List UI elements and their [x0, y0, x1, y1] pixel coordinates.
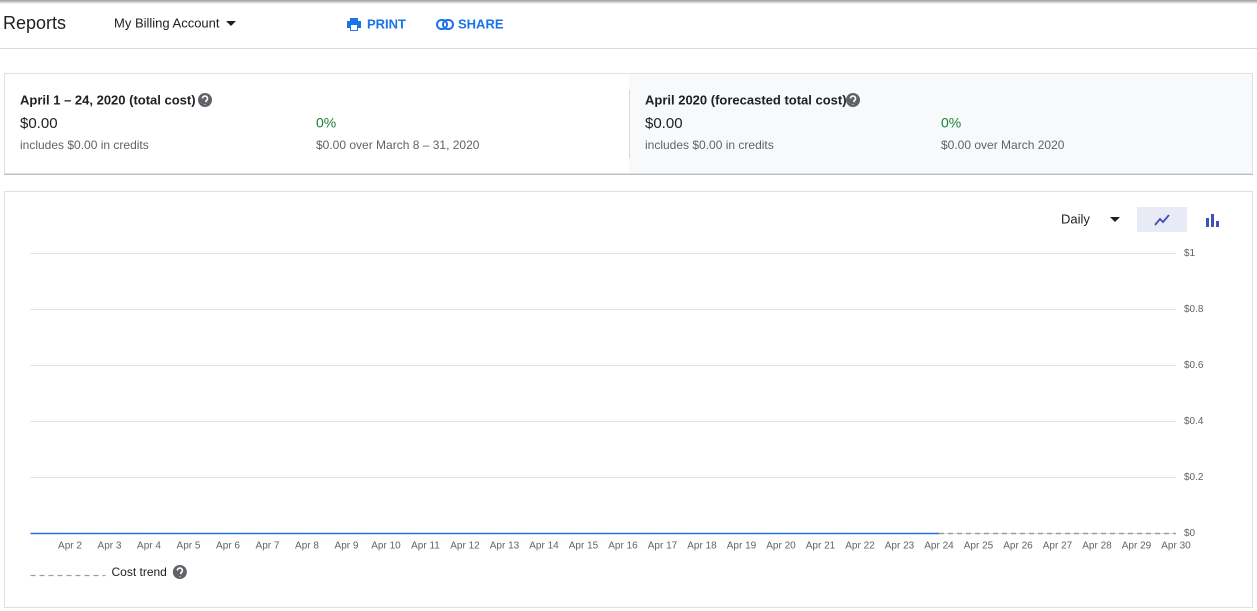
- print-button[interactable]: PRINT: [347, 16, 406, 31]
- x-tick-label: Apr 25: [964, 541, 994, 552]
- share-label[interactable]: SHARE: [458, 16, 504, 31]
- account-name[interactable]: My Billing Account: [114, 15, 220, 30]
- y-tick-label: $0.6: [1184, 360, 1204, 371]
- line-view-icon[interactable]: [1154, 214, 1170, 226]
- period-selector[interactable]: Daily: [1061, 211, 1120, 226]
- account-selector[interactable]: My Billing Account: [114, 15, 236, 30]
- y-tick-label: $0.4: [1184, 416, 1204, 427]
- summary-comparison: $0.00 over March 2020: [941, 138, 1065, 152]
- x-tick-label: Apr 14: [529, 541, 559, 552]
- x-tick-label: Apr 30: [1161, 541, 1191, 552]
- help-icon-glyph[interactable]: [201, 95, 209, 105]
- summary-forecast: April 2020 (forecasted total cost) $0.00…: [645, 92, 1065, 152]
- x-tick-label: Apr 22: [845, 541, 875, 552]
- help-icon[interactable]: [172, 565, 187, 579]
- print-icon-paper[interactable]: [351, 25, 357, 30]
- help-icon[interactable]: [846, 93, 860, 107]
- print-icon[interactable]: [347, 18, 361, 31]
- help-icon[interactable]: [198, 93, 212, 107]
- x-tick-label: Apr 12: [450, 541, 480, 552]
- legend-label: Cost trend: [112, 565, 167, 579]
- summary-amount: $0.00: [645, 115, 683, 132]
- x-tick-label: Apr 2: [58, 541, 82, 552]
- share-button[interactable]: SHARE: [436, 16, 504, 31]
- summary-change: 0%: [316, 115, 336, 131]
- top-shadow: [0, 0, 1257, 4]
- plot: $0 $0.2 $0.4 $0.6 $0.8 $1 Apr 2 Apr 3 Apr 4 Apr 5…: [30, 248, 1204, 552]
- bar-icon-part[interactable]: [1211, 214, 1214, 227]
- help-icon-glyph[interactable]: [849, 95, 857, 105]
- summary-amount: $0.00: [20, 115, 58, 132]
- x-tick-label: Apr 19: [727, 541, 757, 552]
- bar-icon-part[interactable]: [1206, 218, 1209, 227]
- x-tick-label: Apr 20: [766, 541, 796, 552]
- dropdown-arrow[interactable]: [226, 21, 236, 26]
- share-icon-right[interactable]: [442, 19, 454, 30]
- x-tick-label: Apr 21: [806, 541, 836, 552]
- summary-current: April 1 – 24, 2020 (total cost) $0.00 in…: [20, 92, 480, 152]
- chart-card: [4, 191, 1253, 608]
- x-tick-label: Apr 4: [137, 541, 161, 552]
- x-tick-label: Apr 11: [411, 541, 440, 552]
- x-tick-label: Apr 17: [648, 541, 678, 552]
- print-label[interactable]: PRINT: [367, 16, 406, 31]
- summary-credits: includes $0.00 in credits: [645, 138, 774, 152]
- summary-title: April 2020 (forecasted total cost): [645, 92, 847, 107]
- x-tick-label: Apr 16: [608, 541, 638, 552]
- x-tick-label: Apr 10: [371, 541, 401, 552]
- period-label[interactable]: Daily: [1061, 211, 1090, 226]
- dropdown-arrow[interactable]: [1110, 217, 1120, 222]
- page-title: Reports: [3, 13, 66, 33]
- line-view-toggle[interactable]: [1137, 207, 1187, 232]
- x-tick-label: Apr 9: [335, 541, 359, 552]
- x-tick-label: Apr 8: [295, 541, 319, 552]
- share-icon-left[interactable]: [436, 19, 448, 30]
- x-tick-label: Apr 6: [216, 541, 240, 552]
- x-tick-label: Apr 7: [256, 541, 280, 552]
- summary-credits: includes $0.00 in credits: [20, 138, 149, 152]
- x-tick-label: Apr 3: [98, 541, 122, 552]
- x-tick-label: Apr 5: [177, 541, 201, 552]
- help-icon-glyph[interactable]: [176, 567, 184, 577]
- y-tick-label: $0: [1184, 528, 1196, 539]
- x-tick-label: Apr 26: [1003, 541, 1033, 552]
- summary-title: April 1 – 24, 2020 (total cost): [20, 92, 196, 107]
- x-tick-label: Apr 15: [569, 541, 599, 552]
- y-tick-label: $0.8: [1184, 304, 1204, 315]
- x-tick-label: Apr 23: [885, 541, 915, 552]
- x-tick-label: Apr 24: [924, 541, 954, 552]
- summary-comparison: $0.00 over March 8 – 31, 2020: [316, 138, 480, 152]
- x-tick-label: Apr 27: [1043, 541, 1073, 552]
- x-tick-label: Apr 29: [1122, 541, 1152, 552]
- y-tick-label: $1: [1184, 248, 1196, 259]
- x-tick-label: Apr 28: [1082, 541, 1112, 552]
- x-tick-label: Apr 13: [490, 541, 520, 552]
- y-tick-label: $0.2: [1184, 472, 1204, 483]
- summary-change: 0%: [941, 115, 961, 131]
- summary-forecast-bg: [629, 74, 1252, 173]
- x-tick-label: Apr 18: [687, 541, 717, 552]
- bar-icon-part[interactable]: [1216, 221, 1219, 227]
- bar-view-toggle[interactable]: [1206, 214, 1219, 227]
- legend: Cost trend: [30, 565, 187, 579]
